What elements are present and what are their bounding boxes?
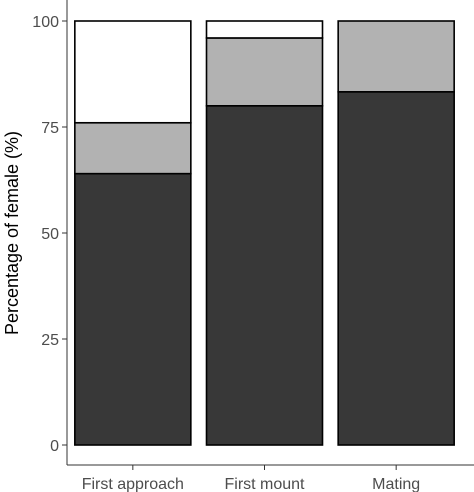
bar-segment-3-2 <box>337 20 455 93</box>
bar-segment-3-1 <box>337 91 455 446</box>
y-tick-label: 75 <box>41 120 59 137</box>
bar-segment-1-1 <box>74 172 192 446</box>
y-tick-label: 100 <box>32 14 59 31</box>
x-axis: First approach First mount Mating <box>67 464 474 492</box>
y-tick-label: 50 <box>41 226 59 243</box>
bar-segment-2-3 <box>205 20 324 39</box>
bar-segment-1-3 <box>74 20 192 124</box>
y-tick-label: 0 <box>50 438 59 455</box>
y-axis: 0 25 50 75 100 <box>32 0 68 465</box>
bar-segment-1-2 <box>74 121 192 175</box>
y-tick-label: 25 <box>41 332 59 349</box>
plot-area <box>74 20 455 446</box>
x-tick-label: First mount <box>224 476 305 492</box>
x-tick-label: Mating <box>372 476 420 492</box>
bar-segment-2-2 <box>205 37 324 107</box>
bar-segment-2-1 <box>205 105 324 446</box>
x-tick-label: First approach <box>82 476 184 492</box>
y-axis-title: Percentage of female (%) <box>2 131 22 335</box>
